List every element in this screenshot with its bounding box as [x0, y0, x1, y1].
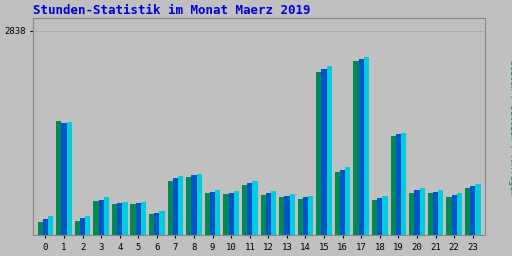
Bar — [382, 196, 388, 235]
Bar — [377, 198, 382, 235]
Bar — [414, 190, 419, 235]
Bar — [452, 195, 457, 235]
Bar — [98, 200, 104, 235]
Bar — [112, 204, 117, 235]
Bar — [159, 211, 165, 235]
Bar — [289, 194, 295, 235]
Bar — [358, 59, 364, 235]
Bar — [210, 192, 215, 235]
Bar — [470, 186, 475, 235]
Bar — [43, 219, 48, 235]
Text: Stunden-Statistik im Monat Maerz 2019: Stunden-Statistik im Monat Maerz 2019 — [33, 4, 311, 17]
Bar — [61, 123, 67, 235]
Bar — [391, 136, 396, 235]
Bar — [465, 188, 470, 235]
Bar — [247, 183, 252, 235]
Bar — [297, 199, 303, 235]
Bar — [303, 197, 308, 235]
Bar — [446, 197, 452, 235]
Bar — [37, 222, 43, 235]
Bar — [428, 193, 433, 235]
Bar — [409, 193, 414, 235]
Bar — [242, 185, 247, 235]
Bar — [56, 121, 61, 235]
Bar — [345, 167, 350, 235]
Text: Seiten / Dateien / Anfragen: Seiten / Dateien / Anfragen — [508, 60, 512, 196]
Bar — [438, 190, 443, 235]
Bar — [75, 221, 80, 235]
Bar — [205, 193, 210, 235]
Bar — [316, 72, 322, 235]
Bar — [167, 181, 173, 235]
Bar — [308, 196, 313, 235]
Bar — [85, 217, 90, 235]
Bar — [284, 196, 289, 235]
Bar — [48, 217, 53, 235]
Bar — [215, 190, 220, 235]
Bar — [80, 218, 85, 235]
Bar — [228, 193, 234, 235]
Bar — [178, 176, 183, 235]
Bar — [173, 178, 178, 235]
Bar — [396, 134, 401, 235]
Bar — [234, 191, 239, 235]
Bar — [340, 169, 345, 235]
Bar — [322, 69, 327, 235]
Bar — [475, 184, 481, 235]
Bar — [457, 193, 462, 235]
Bar — [186, 177, 191, 235]
Bar — [266, 193, 271, 235]
Bar — [252, 181, 258, 235]
Bar — [279, 197, 284, 235]
Bar — [372, 200, 377, 235]
Bar — [104, 197, 109, 235]
Bar — [154, 213, 159, 235]
Bar — [117, 204, 122, 235]
Bar — [149, 214, 154, 235]
Bar — [327, 66, 332, 235]
Bar — [93, 201, 98, 235]
Bar — [433, 192, 438, 235]
Bar — [197, 174, 202, 235]
Bar — [131, 204, 136, 235]
Bar — [271, 191, 276, 235]
Bar — [419, 188, 425, 235]
Bar — [261, 195, 266, 235]
Bar — [141, 202, 146, 235]
Bar — [223, 194, 228, 235]
Bar — [122, 202, 127, 235]
Bar — [136, 204, 141, 235]
Bar — [191, 175, 197, 235]
Bar — [67, 122, 72, 235]
Bar — [364, 57, 369, 235]
Bar — [353, 61, 358, 235]
Bar — [335, 173, 340, 235]
Bar — [401, 133, 406, 235]
